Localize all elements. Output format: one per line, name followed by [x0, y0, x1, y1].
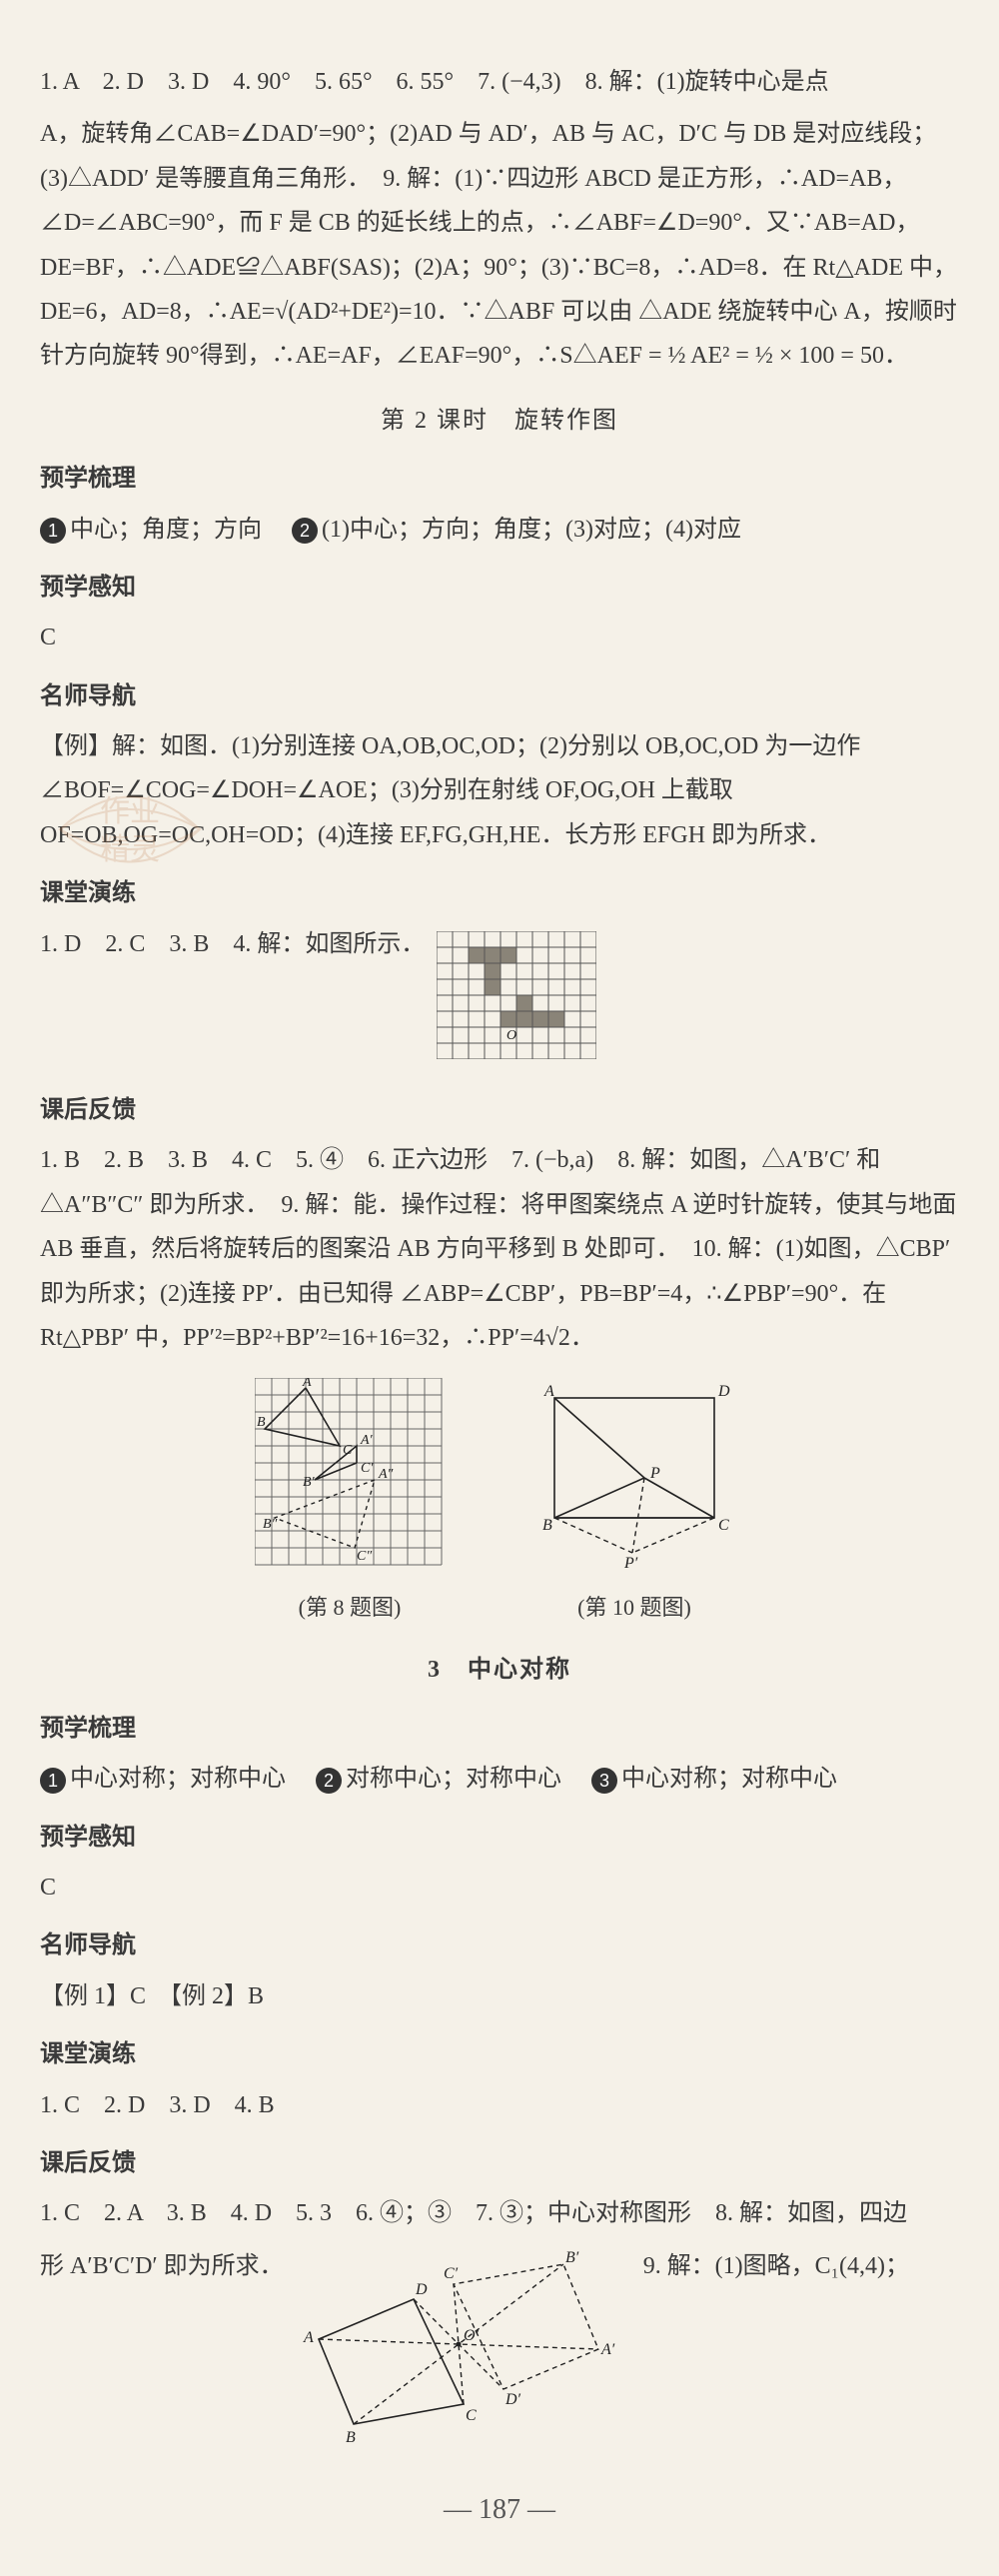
- heading-kehou-2: 课后反馈: [40, 2141, 959, 2185]
- svg-text:D: D: [415, 2281, 428, 2298]
- text-content: 1. A 2. D 3. D 4. 90° 5. 65° 6. 55° 7. (…: [40, 60, 959, 2536]
- svg-text:D′: D′: [504, 2391, 521, 2408]
- svg-text:C: C: [343, 1443, 353, 1458]
- svg-text:O′: O′: [464, 2327, 480, 2344]
- bullet-2-icon: 2: [292, 518, 318, 544]
- figure-row-1: A B C A′ B′ C′ A″ B″ C″ (第 8 题图): [40, 1378, 959, 1628]
- ketang-1-text: 1. D 2. C 3. B 4. 解：如图所示．: [40, 931, 425, 957]
- svg-text:D: D: [717, 1383, 730, 1400]
- heading-yuxue-ganzhi-1: 预学感知: [40, 566, 959, 610]
- figure-10-wrap: A D B C P P′ (第 10 题图): [524, 1378, 744, 1628]
- section-title-3: 3 中心对称: [40, 1648, 959, 1692]
- figure-8-wrap: A B C A′ B′ C′ A″ B″ C″ (第 8 题图): [255, 1378, 445, 1628]
- svg-text:C′: C′: [361, 1461, 374, 1476]
- grid-figure-1: O: [437, 931, 596, 1059]
- bullet-2-text: (1)中心；方向；角度；(3)对应；(4)对应: [322, 517, 741, 543]
- svg-text:B′: B′: [303, 1475, 316, 1490]
- grid-figure-1-wrap: O: [437, 931, 596, 1074]
- heading-ketang-2: 课堂演练: [40, 2032, 959, 2076]
- svg-text:B: B: [257, 1415, 266, 1430]
- svg-text:P: P: [649, 1465, 660, 1482]
- bullet-2b-text: 对称中心；对称中心: [346, 1766, 561, 1792]
- svg-text:C″: C″: [357, 1549, 372, 1564]
- heading-yuxue-shuli-1: 预学梳理: [40, 457, 959, 501]
- kehou-2-body-b: 形 A′B′C′D′ 即为所求．: [40, 2244, 284, 2288]
- bullet-2b-icon: 2: [316, 1768, 342, 1794]
- bullet-1b-icon: 1: [40, 1768, 66, 1794]
- bullet-1b-text: 中心对称；对称中心: [70, 1766, 286, 1792]
- svg-text:B: B: [542, 1517, 552, 1534]
- svg-text:A″: A″: [378, 1467, 394, 1482]
- answers-top-body: A，旋转角∠CAB=∠DAD′=90°；(2)AD 与 AD′，AB 与 AC，…: [40, 112, 959, 378]
- svg-text:B″: B″: [263, 1517, 278, 1532]
- svg-text:C′: C′: [444, 2265, 459, 2282]
- page-container: 作业 精灵 1. A 2. D 3. D 4. 90° 5. 65° 6. 55…: [0, 0, 999, 2576]
- svg-text:A′: A′: [360, 1433, 374, 1448]
- heading-ketang-1: 课堂演练: [40, 871, 959, 915]
- grid-figure-8: A B C A′ B′ C′ A″ B″ C″: [255, 1378, 445, 1568]
- section-title-lesson2: 第 2 课时 旋转作图: [40, 399, 959, 443]
- figure-8-caption: (第 8 题图): [255, 1588, 445, 1629]
- answers-top-line: 1. A 2. D 3. D 4. 90° 5. 65° 6. 55° 7. (…: [40, 60, 959, 104]
- figure-bottom: A B C D A′ B′ C′ D′ O′: [294, 2244, 633, 2454]
- bullet-3b-icon: 3: [591, 1768, 617, 1794]
- heading-kehou-1: 课后反馈: [40, 1088, 959, 1132]
- svg-text:P′: P′: [623, 1555, 638, 1568]
- heading-mingshi-2: 名师导航: [40, 1924, 959, 1967]
- bullet-1-icon: 1: [40, 518, 66, 544]
- yuxue-shuli-2-body: 1中心对称；对称中心 2对称中心；对称中心 3中心对称；对称中心: [40, 1757, 959, 1801]
- svg-text:A: A: [303, 2329, 314, 2346]
- ketang-2-body: 1. C 2. D 3. D 4. B: [40, 2083, 959, 2127]
- svg-text:A′: A′: [600, 2341, 615, 2358]
- heading-mingshi-1: 名师导航: [40, 674, 959, 718]
- yuxue-shuli-1-body: 1中心；角度；方向 2(1)中心；方向；角度；(3)对应；(4)对应: [40, 508, 959, 552]
- svg-text:B: B: [346, 2429, 356, 2446]
- figure-10-caption: (第 10 题图): [524, 1588, 744, 1629]
- figure-10: A D B C P P′: [524, 1378, 744, 1568]
- svg-text:C: C: [718, 1517, 729, 1534]
- kehou-2-body-c: 9. 解：(1)图略，C₁(4,4)；: [643, 2244, 909, 2288]
- svg-text:B′: B′: [565, 2249, 579, 2266]
- kehou-2-body-a: 1. C 2. A 3. B 4. D 5. 3 6. ④；③ 7. ③；中心对…: [40, 2191, 959, 2235]
- yuxue-ganzhi-1-body: C: [40, 616, 959, 659]
- yuxue-ganzhi-2-body: C: [40, 1866, 959, 1910]
- bullet-1-text: 中心；角度；方向: [70, 517, 262, 543]
- svg-text:A: A: [543, 1383, 554, 1400]
- kehou-1-body: 1. B 2. B 3. B 4. C 5. ④ 6. 正六边形 7. (−b,…: [40, 1138, 959, 1360]
- grid1-label-O: O: [506, 1028, 516, 1043]
- svg-text:C: C: [466, 2407, 477, 2424]
- bullet-3b-text: 中心对称；对称中心: [621, 1766, 837, 1792]
- svg-text:A: A: [302, 1378, 312, 1390]
- ketang-1-body: 1. D 2. C 3. B 4. 解：如图所示．: [40, 922, 959, 1074]
- heading-yuxue-ganzhi-2: 预学感知: [40, 1816, 959, 1860]
- mingshi-2-body: 【例 1】C 【例 2】B: [40, 1974, 959, 2018]
- heading-yuxue-shuli-2: 预学梳理: [40, 1707, 959, 1751]
- page-number: — 187 —: [40, 2484, 959, 2536]
- mingshi-1-body: 【例】解：如图．(1)分别连接 OA,OB,OC,OD；(2)分别以 OB,OC…: [40, 724, 959, 857]
